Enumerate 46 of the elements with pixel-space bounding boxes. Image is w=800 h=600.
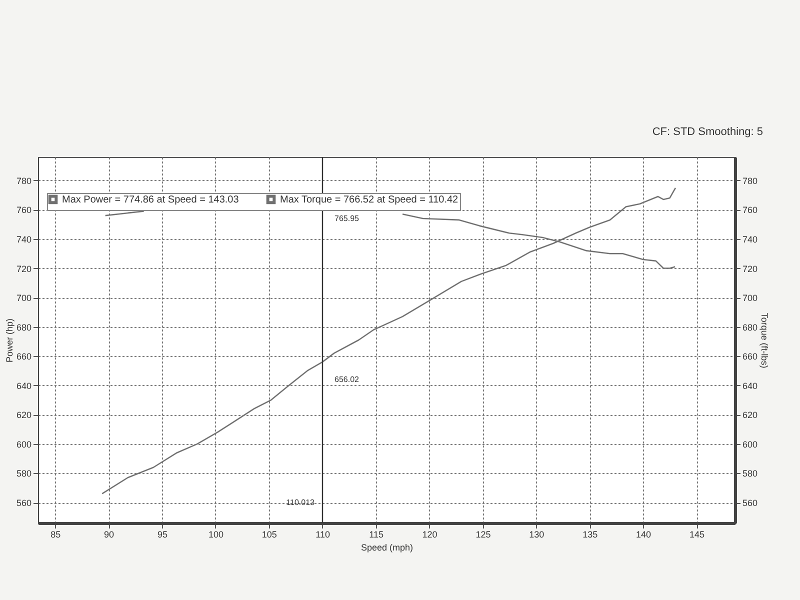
y2-tick-label: 680 bbox=[742, 322, 758, 332]
x-tick-label: 90 bbox=[104, 530, 114, 540]
x-tick-label: 100 bbox=[208, 530, 224, 540]
y-tick-label: 680 bbox=[16, 322, 32, 332]
y2-tick-label: 620 bbox=[742, 410, 758, 420]
x-tick-label: 85 bbox=[50, 530, 61, 540]
text: CF: STD Smoothing: 5 bbox=[652, 126, 763, 138]
y2-tick-label: 600 bbox=[742, 439, 758, 450]
y-tick-label: 580 bbox=[16, 468, 32, 479]
y-tick-label: 620 bbox=[16, 410, 32, 420]
x-tick-label: 125 bbox=[476, 530, 491, 540]
x-tick-label: 140 bbox=[636, 530, 652, 540]
y2-tick-label: 660 bbox=[742, 352, 758, 362]
annotation: 765.95 bbox=[334, 214, 360, 223]
legend-label: Max Power = 774.86 at Speed = 143.03 bbox=[62, 194, 240, 206]
y2-tick-label: 580 bbox=[742, 468, 758, 479]
y-tick-label: 640 bbox=[16, 380, 32, 391]
x-tick-label: 115 bbox=[369, 530, 384, 540]
x-tick-label: 95 bbox=[158, 530, 168, 540]
y-tick-label: 600 bbox=[16, 439, 32, 450]
y2-tick-label: 640 bbox=[742, 380, 758, 391]
y2-tick-label: 780 bbox=[742, 176, 758, 186]
ref-line-label: 110.013 bbox=[286, 498, 316, 507]
y2-axis-title: Torque (ft-lbs) bbox=[760, 312, 770, 368]
y-tick-label: 760 bbox=[16, 205, 32, 216]
x-tick-label: 105 bbox=[262, 530, 277, 540]
y2-tick-label: 760 bbox=[742, 205, 758, 216]
y2-tick-label: 560 bbox=[742, 498, 758, 508]
x-axis-title: Speed (mph) bbox=[360, 542, 414, 552]
y2-tick-label: 740 bbox=[742, 234, 758, 244]
y-tick-label: 740 bbox=[16, 234, 32, 244]
y2-tick-label: 720 bbox=[742, 264, 758, 274]
y-tick-label: 780 bbox=[16, 176, 32, 186]
y-tick-label: 720 bbox=[16, 264, 32, 274]
x-tick-label: 110 bbox=[316, 530, 330, 540]
y-tick-label: 660 bbox=[16, 352, 32, 362]
x-tick-label: 130 bbox=[529, 530, 544, 540]
x-tick-label: 145 bbox=[690, 530, 705, 540]
y-tick-label: 560 bbox=[16, 498, 32, 508]
legend-label: Max Torque = 766.52 at Speed = 110.42 bbox=[280, 194, 459, 206]
y2-tick-label: 700 bbox=[742, 293, 758, 304]
y-tick-label: 700 bbox=[16, 293, 32, 304]
x-tick-label: 120 bbox=[422, 530, 438, 540]
annotation: 656.02 bbox=[334, 374, 360, 384]
y-axis-title: Power (hp) bbox=[4, 318, 14, 363]
x-tick-label: 135 bbox=[582, 530, 598, 540]
